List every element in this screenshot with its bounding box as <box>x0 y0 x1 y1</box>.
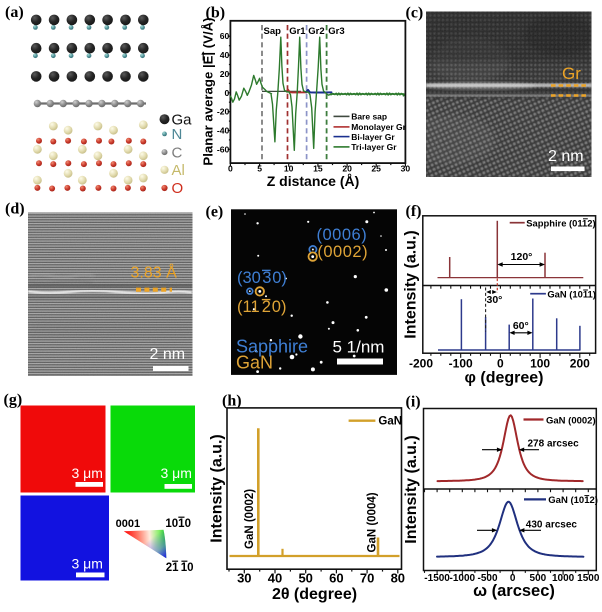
svg-text:20: 20 <box>220 69 230 79</box>
svg-text:(d): (d) <box>5 201 25 218</box>
svg-text:80: 80 <box>391 571 405 586</box>
svg-text:60: 60 <box>329 571 343 586</box>
svg-text:60°: 60° <box>513 320 529 332</box>
svg-text:1500: 1500 <box>577 573 600 584</box>
svg-text:(e): (e) <box>206 204 224 221</box>
svg-text:3 μm: 3 μm <box>161 465 192 481</box>
svg-text:Intensity (a.u.): Intensity (a.u.) <box>403 435 420 543</box>
svg-text:Sap: Sap <box>264 26 282 37</box>
svg-text:120°: 120° <box>511 251 533 263</box>
svg-text:Intensity (a.u.): Intensity (a.u.) <box>209 434 226 542</box>
svg-text:30°: 30° <box>487 294 503 306</box>
svg-text:(0006): (0006) <box>317 226 368 244</box>
svg-text:15: 15 <box>313 163 323 173</box>
svg-text:0: 0 <box>225 88 230 98</box>
svg-text:Ga: Ga <box>172 111 193 128</box>
svg-text:0): 0) <box>272 298 287 316</box>
svg-text:(0002): (0002) <box>317 243 368 261</box>
svg-text:2θ (degree): 2θ (degree) <box>272 586 357 603</box>
svg-text:21 10: 21 10 <box>166 562 194 574</box>
svg-text:30: 30 <box>401 163 411 173</box>
svg-text:GaN (0002): GaN (0002) <box>244 489 256 549</box>
svg-text:(b): (b) <box>206 5 226 22</box>
svg-text:100: 100 <box>530 357 550 371</box>
svg-text:-1000: -1000 <box>450 573 476 584</box>
svg-text:(30: (30 <box>237 269 261 287</box>
svg-text:40: 40 <box>220 50 230 60</box>
svg-text:(11: (11 <box>237 298 260 316</box>
svg-text:Intensity (a.u.): Intensity (a.u.) <box>403 230 420 338</box>
svg-text:0: 0 <box>497 357 504 371</box>
svg-text:0: 0 <box>510 573 516 584</box>
svg-text:-100: -100 <box>449 357 473 371</box>
svg-text:-1500: -1500 <box>424 573 450 584</box>
svg-text:Monolayer Gr: Monolayer Gr <box>351 122 406 132</box>
svg-text:ω (arcsec): ω (arcsec) <box>473 582 555 600</box>
svg-text:430 arcsec: 430 arcsec <box>526 520 578 531</box>
svg-text:50: 50 <box>298 571 312 586</box>
svg-text:GaN: GaN <box>378 416 402 428</box>
svg-text:40: 40 <box>268 571 282 586</box>
svg-text:5 1/nm: 5 1/nm <box>333 338 385 357</box>
svg-text:-200: -200 <box>409 357 433 371</box>
svg-text:φ (degree): φ (degree) <box>464 370 543 387</box>
svg-text:N: N <box>172 126 183 143</box>
svg-text:-60: -60 <box>217 144 230 154</box>
svg-text:Gr3: Gr3 <box>328 26 344 37</box>
svg-text:GaN (0002): GaN (0002) <box>546 415 596 426</box>
svg-text:200: 200 <box>570 357 590 371</box>
svg-text:GaN (0004): GaN (0004) <box>367 492 379 552</box>
svg-text:3.83 Å: 3.83 Å <box>131 263 178 282</box>
svg-text:5: 5 <box>257 163 262 173</box>
svg-text:30: 30 <box>237 571 251 586</box>
svg-text:2: 2 <box>262 298 271 316</box>
svg-text:2 nm: 2 nm <box>548 148 584 165</box>
svg-text:25: 25 <box>371 163 381 173</box>
svg-text:Bi-layer Gr: Bi-layer Gr <box>351 132 395 142</box>
svg-text:1000: 1000 <box>552 573 575 584</box>
svg-text:GaN (1011): GaN (1011) <box>547 289 595 300</box>
svg-text:Sapphire: Sapphire <box>236 336 308 356</box>
svg-text:-500: -500 <box>477 573 497 584</box>
svg-text:3 μm: 3 μm <box>72 556 103 572</box>
svg-text:Gr: Gr <box>562 64 581 83</box>
svg-text:3: 3 <box>262 269 271 287</box>
svg-text:60: 60 <box>220 31 230 41</box>
svg-text:Bare sap: Bare sap <box>351 112 387 122</box>
svg-text:20: 20 <box>342 163 352 173</box>
svg-text:GaN (1012): GaN (1012) <box>548 495 598 506</box>
svg-text:1010: 1010 <box>165 518 191 530</box>
svg-text:(c): (c) <box>406 5 424 22</box>
svg-text:278 arcsec: 278 arcsec <box>528 439 580 450</box>
svg-text:0001: 0001 <box>116 518 140 530</box>
svg-text:(a): (a) <box>5 4 24 21</box>
svg-text:(f): (f) <box>406 203 422 220</box>
svg-text:Z distance (Å): Z distance (Å) <box>267 173 360 189</box>
svg-text:Sapphire (0112): Sapphire (0112) <box>526 218 595 229</box>
svg-text:(g): (g) <box>4 392 23 409</box>
svg-text:(i): (i) <box>406 394 421 411</box>
svg-text:70: 70 <box>360 571 374 586</box>
svg-text:2 nm: 2 nm <box>150 346 186 363</box>
svg-text:-20: -20 <box>217 107 230 117</box>
svg-text:500: 500 <box>530 573 547 584</box>
svg-text:0): 0) <box>272 269 287 287</box>
svg-text:-40: -40 <box>217 126 230 136</box>
svg-text:Gr2: Gr2 <box>308 26 324 37</box>
svg-text:(h): (h) <box>222 393 242 410</box>
svg-text:Planar average |E| (V/Å): Planar average |E| (V/Å) <box>201 17 216 165</box>
svg-text:GaN: GaN <box>236 352 273 372</box>
svg-text:Tri-layer Gr: Tri-layer Gr <box>351 142 397 152</box>
svg-text:O: O <box>172 180 184 197</box>
svg-text:3 μm: 3 μm <box>72 465 103 481</box>
svg-text:Al: Al <box>172 162 185 179</box>
svg-text:0: 0 <box>228 163 233 173</box>
svg-text:10: 10 <box>284 163 294 173</box>
svg-text:C: C <box>172 144 183 161</box>
svg-text:Gr1: Gr1 <box>289 26 306 37</box>
